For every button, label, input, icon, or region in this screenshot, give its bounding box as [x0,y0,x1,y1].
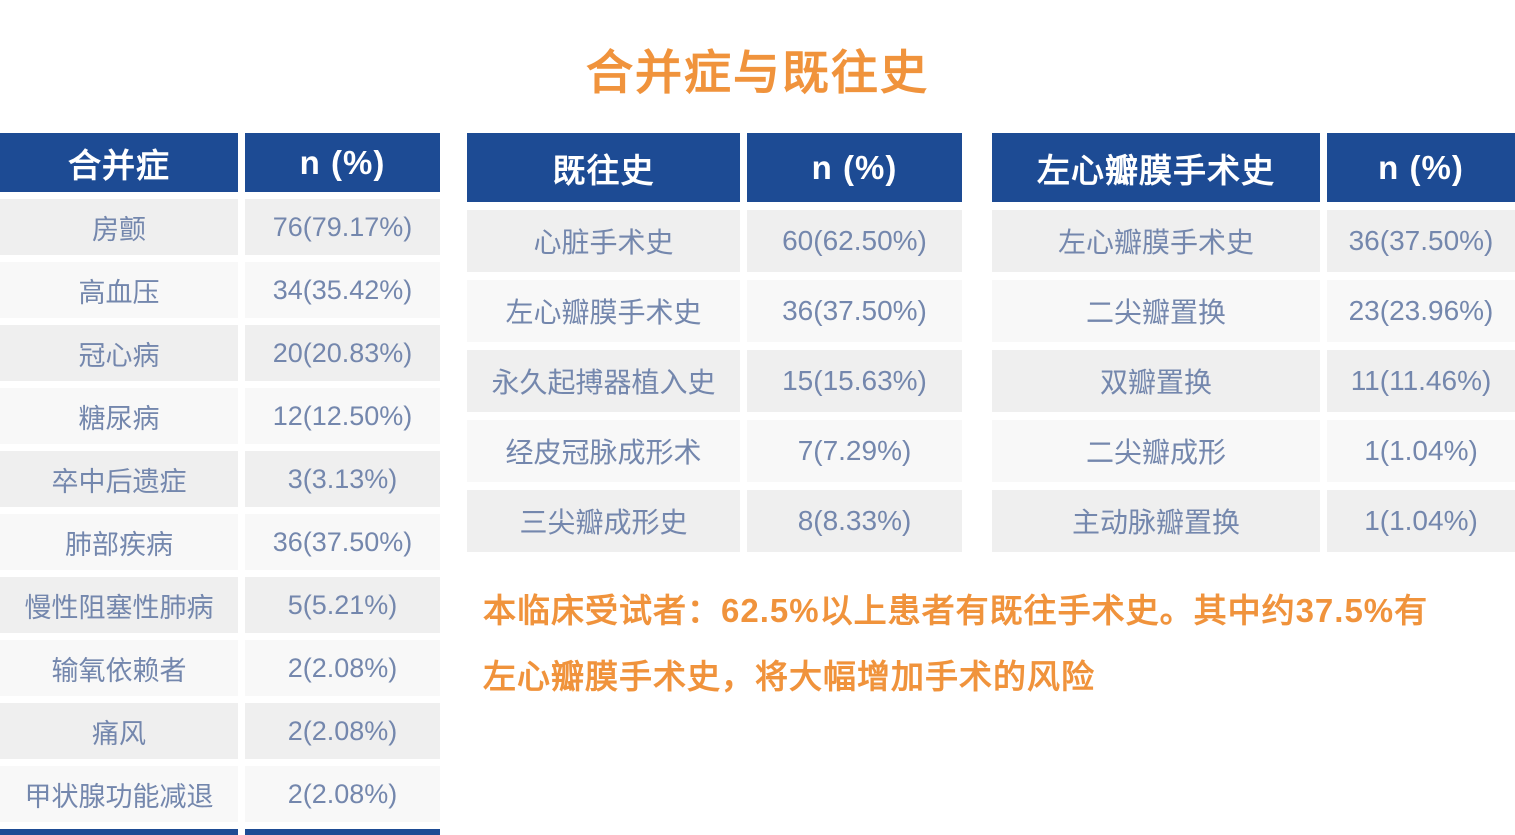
table-cell-value: 20(20.83%) [245,325,440,381]
table-cell-label: 左心瓣膜手术史 [467,280,740,342]
comorbidities-value-header: n (%) [245,133,440,192]
table-cell-label: 左心瓣膜手术史 [992,210,1320,272]
table-cell-value: 1(1.04%) [1327,490,1515,552]
table-cell-value: 23(23.96%) [1327,280,1515,342]
history-name-header: 既往史 [467,133,740,202]
summary-note-line1: 本临床受试者：62.5%以上患者有既往手术史。其中约37.5%有 [483,592,1429,629]
table-cell-value: 12(12.50%) [245,388,440,444]
comorbidities-name-header: 合并症 [0,133,238,192]
table-cell-label: 经皮冠脉成形术 [467,420,740,482]
table-cell-value: 15(15.63%) [747,350,962,412]
table-cell-label: 输氧依赖者 [0,640,238,696]
table-cell-value: 34(35.42%) [245,262,440,318]
table-cell-label: 糖尿病 [0,388,238,444]
table-cell-label: 永久起搏器植入史 [467,350,740,412]
page-title: 合并症与既往史 [586,46,929,99]
bottom-accent-bar [245,829,440,835]
table-cell-value: 60(62.50%) [747,210,962,272]
table-cell-value: 3(3.13%) [245,451,440,507]
table-cell-label: 房颤 [0,199,238,255]
table-cell-value: 1(1.04%) [1327,420,1515,482]
table-cell-value: 2(2.08%) [245,640,440,696]
valve-surgery-name-header: 左心瓣膜手术史 [992,133,1320,202]
table-cell-value: 36(37.50%) [1327,210,1515,272]
table-cell-label: 甲状腺功能减退 [0,766,238,822]
table-cell-label: 双瓣置换 [992,350,1320,412]
table-cell-value: 7(7.29%) [747,420,962,482]
table-cell-value: 2(2.08%) [245,703,440,759]
table-cell-label: 冠心病 [0,325,238,381]
table-cell-value: 76(79.17%) [245,199,440,255]
summary-note: 本临床受试者：62.5%以上患者有既往手术史。其中约37.5%有 左心瓣膜手术史… [483,578,1513,710]
table-cell-value: 5(5.21%) [245,577,440,633]
table-cell-value: 11(11.46%) [1327,350,1515,412]
table-cell-label: 二尖瓣置换 [992,280,1320,342]
bottom-accent-bar [0,829,238,835]
table-cell-label: 二尖瓣成形 [992,420,1320,482]
table-cell-label: 高血压 [0,262,238,318]
history-table: 既往史 n (%) 心脏手术史 60(62.50%) 左心瓣膜手术史 36(37… [467,133,962,552]
table-cell-value: 2(2.08%) [245,766,440,822]
valve-surgery-table: 左心瓣膜手术史 n (%) 左心瓣膜手术史 36(37.50%) 二尖瓣置换 2… [992,133,1515,552]
table-cell-label: 痛风 [0,703,238,759]
table-cell-label: 肺部疾病 [0,514,238,570]
table-cell-value: 36(37.50%) [747,280,962,342]
summary-note-line2: 左心瓣膜手术史，将大幅增加手术的风险 [483,658,1095,695]
table-cell-label: 慢性阻塞性肺病 [0,577,238,633]
table-cell-label: 心脏手术史 [467,210,740,272]
history-value-header: n (%) [747,133,962,202]
table-cell-label: 三尖瓣成形史 [467,490,740,552]
valve-surgery-value-header: n (%) [1327,133,1515,202]
table-cell-label: 卒中后遗症 [0,451,238,507]
table-cell-value: 8(8.33%) [747,490,962,552]
table-cell-value: 36(37.50%) [245,514,440,570]
table-cell-label: 主动脉瓣置换 [992,490,1320,552]
comorbidities-table: 合并症 n (%) 房颤 76(79.17%) 高血压 34(35.42%) 冠… [0,133,440,835]
